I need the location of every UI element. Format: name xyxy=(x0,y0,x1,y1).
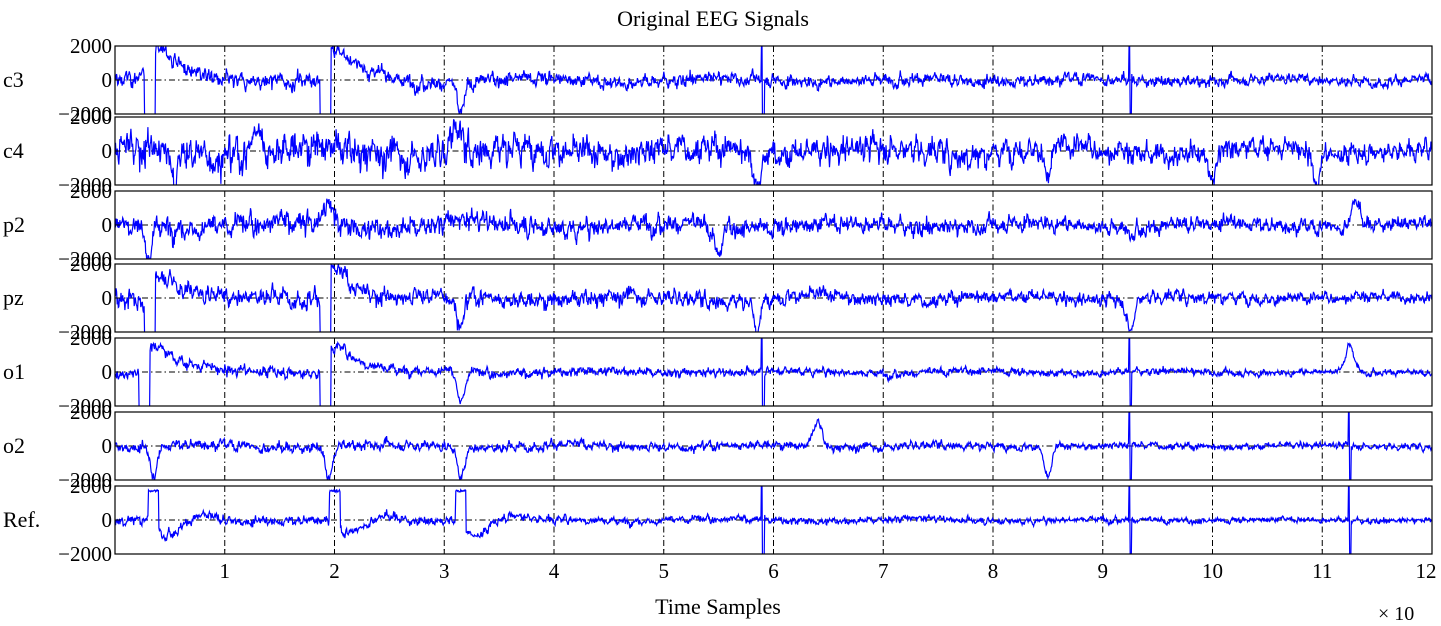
y-tick-label: 0 xyxy=(102,68,113,92)
channel-panel: 2000 0 −2000 p2 xyxy=(3,179,1433,271)
y-tick-label: 2000 xyxy=(70,252,112,276)
signal-trace xyxy=(115,264,1432,332)
y-tick-label: −2000 xyxy=(58,394,112,418)
x-tick-label: 5 xyxy=(659,559,670,583)
channel-panel: 2000 0 −2000 c3 xyxy=(3,34,1433,126)
y-tick-label: −2000 xyxy=(58,247,112,271)
x-tick-label: 8 xyxy=(988,559,999,583)
y-tick-label: 2000 xyxy=(70,179,112,203)
x-tick-label: 2 xyxy=(329,559,340,583)
y-tick-label: 0 xyxy=(102,508,113,532)
channel-panel: 2000 0 −2000 o2 xyxy=(3,400,1433,492)
channel-label: o2 xyxy=(3,433,25,458)
x-tick-label: 3 xyxy=(439,559,450,583)
x-tick-label: 4 xyxy=(549,559,560,583)
channel-panel: 2000 0 −2000 c4 xyxy=(3,105,1433,197)
y-tick-label: −2000 xyxy=(58,542,112,566)
y-tick-label: 0 xyxy=(102,213,113,237)
y-tick-label: 2000 xyxy=(70,400,112,424)
channel-label: c3 xyxy=(3,67,24,92)
channel-label: Ref. xyxy=(3,507,40,532)
y-tick-label: 2000 xyxy=(70,326,112,350)
y-tick-label: 0 xyxy=(102,139,113,163)
channel-label: pz xyxy=(3,285,24,310)
x-axis-label: Time Samples xyxy=(655,594,781,619)
channel-label: c4 xyxy=(3,138,24,163)
x-axis-multiplier: × 10 xyxy=(1378,603,1414,625)
signal-trace xyxy=(115,46,1432,114)
x-tick-label: 9 xyxy=(1098,559,1109,583)
signal-trace xyxy=(115,486,1432,554)
y-tick-label: 2000 xyxy=(70,474,112,498)
x-axis: 1 2 3 4 5 6 7 8 9 10 11 12 xyxy=(220,559,1437,583)
eeg-panels: 20000−2000c320000−2000c420000−2000p22000… xyxy=(3,34,1433,566)
x-tick-label: 12 xyxy=(1416,559,1437,583)
channel-panel: 2000 0 −2000 Ref. xyxy=(3,474,1433,566)
x-tick-label: 1 xyxy=(220,559,231,583)
channel-panel: 2000 0 −2000 o1 xyxy=(3,326,1433,418)
x-tick-label: 6 xyxy=(768,559,779,583)
y-tick-label: 0 xyxy=(102,286,113,310)
chart-title: Original EEG Signals xyxy=(617,6,809,31)
y-tick-label: −2000 xyxy=(58,102,112,126)
y-tick-label: −2000 xyxy=(58,468,112,492)
y-tick-label: −2000 xyxy=(58,320,112,344)
x-tick-label: 11 xyxy=(1312,559,1332,583)
x-tick-label: 7 xyxy=(878,559,889,583)
signal-trace xyxy=(115,198,1432,259)
y-tick-label: 0 xyxy=(102,360,113,384)
y-tick-label: 0 xyxy=(102,434,113,458)
y-tick-label: 2000 xyxy=(70,34,112,58)
x-tick-label: 10 xyxy=(1202,559,1223,583)
channel-panel: 2000 0 −2000 pz xyxy=(3,252,1433,344)
channel-label: p2 xyxy=(3,212,25,237)
y-tick-label: 2000 xyxy=(70,105,112,129)
signal-trace xyxy=(115,412,1432,480)
signal-trace xyxy=(115,338,1432,406)
y-tick-label: −2000 xyxy=(58,173,112,197)
channel-label: o1 xyxy=(3,359,25,384)
